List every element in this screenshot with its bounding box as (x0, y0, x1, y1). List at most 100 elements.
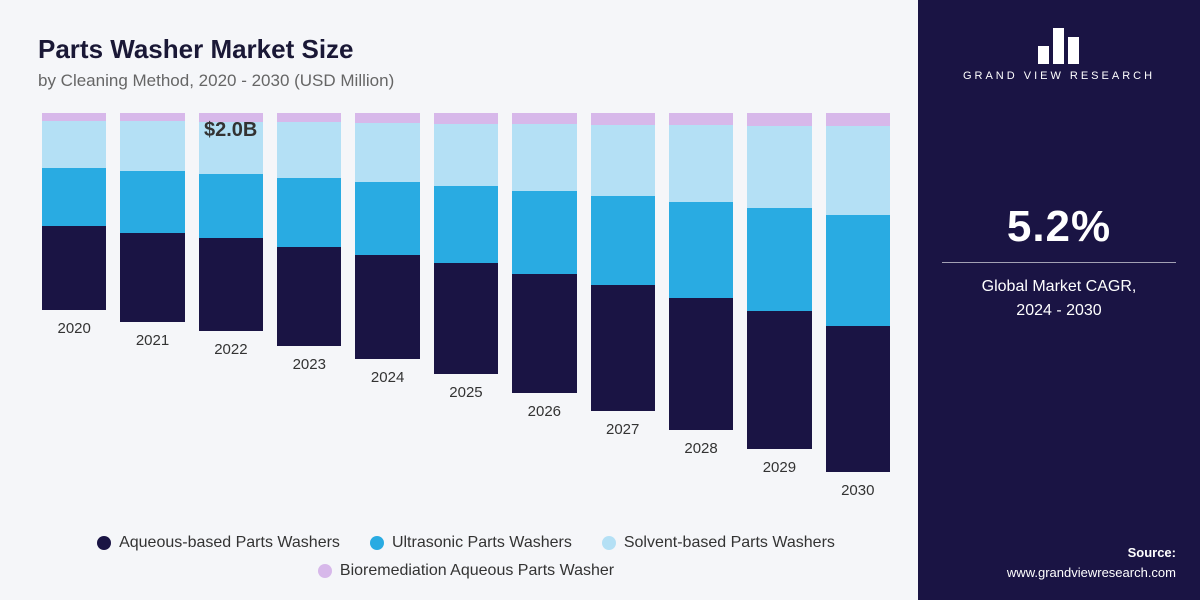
bar-segment-ultra (747, 208, 811, 311)
x-axis-label: 2030 (841, 482, 874, 499)
bar-container: 2020 2021 2022 2023 2024 2025 2026 2027 2028 2029… (38, 113, 894, 522)
bar-stack (591, 113, 655, 411)
bar-stack (120, 113, 184, 322)
legend: Aqueous-based Parts Washers Ultrasonic Pa… (38, 534, 894, 580)
bar-column: 2020 (42, 113, 106, 522)
bar-column: 2025 (434, 113, 498, 522)
bar-segment-ultra (120, 171, 184, 233)
bar-segment-bio (42, 113, 106, 121)
bar-column: 2030 (826, 113, 890, 522)
x-axis-label: 2028 (684, 440, 717, 457)
bar-segment-aqueous (355, 255, 419, 359)
bar-segment-aqueous (434, 263, 498, 374)
bar-segment-aqueous (42, 226, 106, 310)
source-attribution: Source: www.grandviewresearch.com (942, 543, 1176, 582)
bar-segment-aqueous (512, 274, 576, 393)
bar-segment-ultra (434, 186, 498, 264)
bar-segment-bio (512, 113, 576, 124)
source-url: www.grandviewresearch.com (1007, 565, 1176, 580)
legend-swatch-icon (602, 536, 616, 550)
bar-column: 2028 (669, 113, 733, 522)
bar-segment-solvent (355, 123, 419, 182)
chart-panel: Parts Washer Market Size by Cleaning Met… (0, 0, 918, 600)
legend-swatch-icon (97, 536, 111, 550)
bar-stack (355, 113, 419, 359)
bar-segment-solvent (120, 121, 184, 171)
legend-label: Ultrasonic Parts Washers (392, 534, 572, 552)
bar-segment-aqueous (120, 233, 184, 322)
bar-segment-solvent (591, 125, 655, 196)
bar-segment-bio (747, 113, 811, 126)
x-axis-label: 2020 (57, 320, 90, 337)
bar-segment-aqueous (277, 247, 341, 346)
x-axis-label: 2029 (763, 459, 796, 476)
legend-swatch-icon (318, 564, 332, 578)
x-axis-label: 2021 (136, 332, 169, 349)
brand-logo: GRAND VIEW RESEARCH (963, 28, 1155, 82)
legend-label: Bioremediation Aqueous Parts Washer (340, 562, 614, 580)
bar-stack (669, 113, 733, 430)
x-axis-label: 2023 (293, 356, 326, 373)
bar-segment-aqueous (747, 311, 811, 449)
bar-stack (277, 113, 341, 346)
bar-column: 2026 (512, 113, 576, 522)
bar-segment-solvent (826, 126, 890, 215)
bar-stack (199, 113, 263, 331)
bar-segment-aqueous (826, 326, 890, 472)
bar-segment-ultra (277, 178, 341, 247)
metric-value: 5.2% (942, 202, 1176, 252)
legend-swatch-icon (370, 536, 384, 550)
bar-segment-solvent (42, 121, 106, 169)
x-axis-label: 2022 (214, 341, 247, 358)
bar-stack (747, 113, 811, 449)
bar-segment-ultra (355, 182, 419, 255)
bar-column: 2023 (277, 113, 341, 522)
legend-item: Solvent-based Parts Washers (602, 534, 835, 552)
x-axis-label: 2027 (606, 421, 639, 438)
metric-label: Global Market CAGR, 2024 - 2030 (942, 275, 1176, 323)
bar-segment-ultra (826, 215, 890, 326)
legend-item: Bioremediation Aqueous Parts Washer (318, 562, 614, 580)
bar-segment-aqueous (669, 298, 733, 430)
bar-segment-ultra (669, 202, 733, 298)
legend-label: Solvent-based Parts Washers (624, 534, 835, 552)
bar-segment-ultra (512, 191, 576, 275)
x-axis-label: 2024 (371, 369, 404, 386)
bar-segment-bio (277, 113, 341, 122)
metric-block: 5.2% Global Market CAGR, 2024 - 2030 (942, 202, 1176, 323)
bar-column: 2027 (591, 113, 655, 522)
bar-segment-aqueous (591, 285, 655, 411)
bar-stack (826, 113, 890, 472)
bar-stack (434, 113, 498, 374)
bar-segment-ultra (199, 174, 263, 238)
bar-column: 2022 (199, 113, 263, 522)
bar-segment-solvent (669, 125, 733, 201)
bar-segment-bio (120, 113, 184, 121)
bar-segment-ultra (591, 196, 655, 286)
bar-segment-solvent (512, 124, 576, 190)
bar-segment-bio (591, 113, 655, 125)
sidebar-panel: GRAND VIEW RESEARCH 5.2% Global Market C… (918, 0, 1200, 600)
bar-stack (512, 113, 576, 393)
logo-bars-icon (1038, 28, 1079, 64)
bar-segment-bio (355, 113, 419, 123)
chart-subtitle: by Cleaning Method, 2020 - 2030 (USD Mil… (38, 71, 894, 91)
bar-column: 2029 (747, 113, 811, 522)
logo-text: GRAND VIEW RESEARCH (963, 70, 1155, 82)
x-axis-label: 2025 (449, 384, 482, 401)
value-callout: $2.0B (204, 119, 257, 142)
bar-segment-solvent (277, 122, 341, 177)
bar-segment-solvent (434, 124, 498, 186)
bar-segment-bio (434, 113, 498, 124)
legend-item: Ultrasonic Parts Washers (370, 534, 572, 552)
bar-column: 2021 (120, 113, 184, 522)
legend-item: Aqueous-based Parts Washers (97, 534, 340, 552)
bar-segment-bio (669, 113, 733, 125)
bar-stack (42, 113, 106, 310)
bar-column: 2024 (355, 113, 419, 522)
bar-segment-ultra (42, 168, 106, 226)
metric-divider (942, 262, 1176, 263)
bar-segment-solvent (747, 126, 811, 208)
legend-label: Aqueous-based Parts Washers (119, 534, 340, 552)
chart-title: Parts Washer Market Size (38, 34, 894, 65)
